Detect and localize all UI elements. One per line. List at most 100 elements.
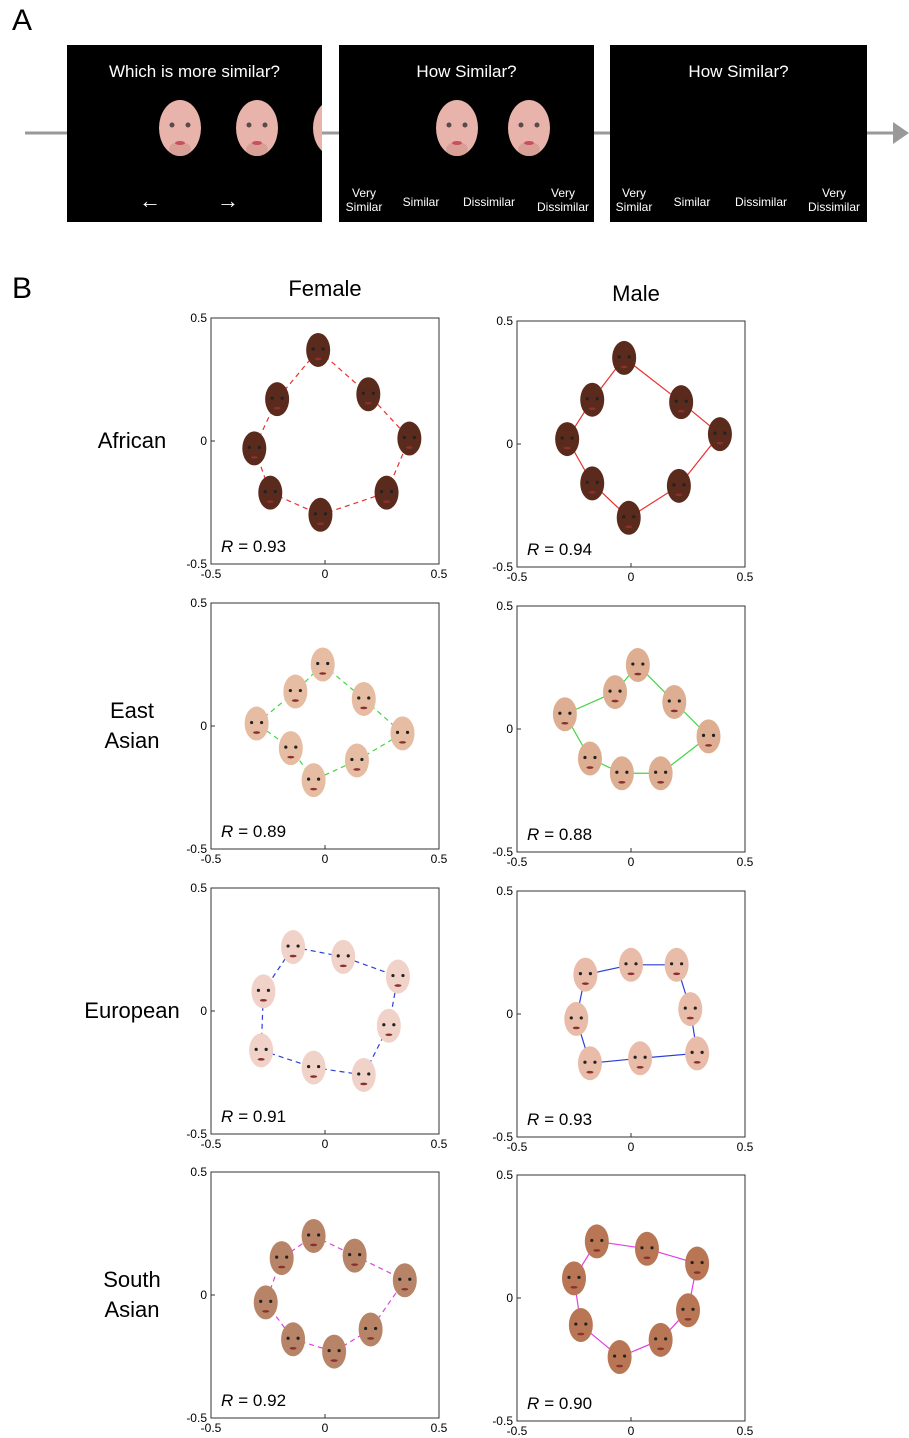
face-marker xyxy=(612,341,636,375)
face-marker xyxy=(302,1051,326,1085)
face-marker xyxy=(610,756,634,790)
face-mouth xyxy=(657,1348,664,1351)
face-marker xyxy=(245,707,269,741)
y-tick-label: 0 xyxy=(506,722,513,736)
face-eye xyxy=(593,1061,596,1064)
chart: -0.500.5-0.500.5R= 0.91 xyxy=(186,881,447,1151)
x-tick-label: -0.5 xyxy=(201,1137,222,1151)
annotation: R= 0.94 xyxy=(527,540,592,559)
face-eye xyxy=(668,699,671,702)
face-eye xyxy=(374,1327,377,1330)
face-eye xyxy=(294,746,297,749)
y-tick-label: 0.5 xyxy=(496,314,513,328)
x-tick-label: 0 xyxy=(628,1424,635,1438)
face-mouth xyxy=(634,673,641,676)
face-eye xyxy=(296,1337,299,1340)
face-eye xyxy=(299,689,302,692)
face-eye xyxy=(589,972,592,975)
face-eye xyxy=(307,1233,310,1236)
face-mouth xyxy=(340,965,347,968)
face-eye xyxy=(307,778,310,781)
y-tick-label: 0 xyxy=(506,1291,513,1305)
face-mouth xyxy=(385,1033,392,1036)
face-eye xyxy=(618,690,621,693)
face-marker xyxy=(697,719,721,753)
face-mouth xyxy=(573,1027,580,1030)
face-eye xyxy=(600,1239,603,1242)
face-marker xyxy=(391,716,415,750)
face-mouth xyxy=(406,446,413,449)
face-eye xyxy=(632,515,635,518)
face-eye xyxy=(678,699,681,702)
face-eye xyxy=(644,1056,647,1059)
face-mouth xyxy=(678,410,685,413)
face-eye xyxy=(622,515,625,518)
face-mouth xyxy=(694,1061,701,1064)
face-marker xyxy=(356,377,380,411)
face-eye xyxy=(580,1016,583,1019)
face-marker xyxy=(665,948,689,982)
x-tick-label: -0.5 xyxy=(201,1421,222,1435)
x-tick-label: -0.5 xyxy=(201,567,222,581)
face-eye xyxy=(641,662,644,665)
face-marker xyxy=(649,1323,673,1357)
face-marker xyxy=(676,1293,700,1327)
face-mouth xyxy=(260,999,267,1002)
face-eye xyxy=(372,392,375,395)
x-tick-label: 0 xyxy=(628,855,635,869)
face-eye xyxy=(624,962,627,965)
annotation-label: R xyxy=(527,825,539,844)
chart: -0.500.5-0.500.5R= 0.93 xyxy=(186,311,447,581)
y-tick-label: 0.5 xyxy=(496,884,513,898)
face-mouth xyxy=(586,766,593,769)
annotation-label: R xyxy=(221,1107,233,1126)
face-eye xyxy=(391,974,394,977)
face-mouth xyxy=(571,1286,578,1289)
face-eye xyxy=(286,1337,289,1340)
chart: -0.500.5-0.500.5R= 0.89 xyxy=(186,596,447,866)
face-mouth xyxy=(625,526,632,529)
face-mouth xyxy=(399,741,406,744)
face-marker xyxy=(359,1312,383,1346)
annotation: R= 0.91 xyxy=(221,1107,286,1126)
x-tick-label: 0 xyxy=(322,567,329,581)
face-mouth xyxy=(331,1359,338,1362)
face-marker xyxy=(281,1322,305,1356)
face-eye xyxy=(691,1261,694,1264)
face-eye xyxy=(702,734,705,737)
face-eye xyxy=(324,512,327,515)
face-eye xyxy=(570,1016,573,1019)
face-marker xyxy=(578,742,602,776)
face-mouth xyxy=(685,1318,692,1321)
face-eye xyxy=(328,1349,331,1352)
face-eye xyxy=(392,1023,395,1026)
annotation: R= 0.92 xyxy=(221,1391,286,1410)
face-eye xyxy=(681,1308,684,1311)
face-marker xyxy=(311,648,335,682)
y-tick-label: 0 xyxy=(506,437,513,451)
x-tick-label: -0.5 xyxy=(507,855,528,869)
face-mouth xyxy=(317,523,324,526)
face-marker xyxy=(564,1002,588,1036)
face-mouth xyxy=(267,500,274,503)
face-eye xyxy=(314,512,317,515)
annotation-text: = 0.90 xyxy=(544,1394,592,1413)
face-eye xyxy=(701,1051,704,1054)
face-marker xyxy=(603,675,627,709)
face-mouth xyxy=(365,402,372,405)
face-mouth xyxy=(616,1365,623,1368)
face-eye xyxy=(625,771,628,774)
face-marker xyxy=(375,476,399,510)
face-eye xyxy=(338,1349,341,1352)
face-eye xyxy=(367,696,370,699)
face-eye xyxy=(675,400,678,403)
face-marker xyxy=(386,960,410,994)
face-eye xyxy=(571,436,574,439)
face-mouth xyxy=(262,1310,269,1313)
face-eye xyxy=(358,1253,361,1256)
face-eye xyxy=(258,446,261,449)
face-eye xyxy=(267,989,270,992)
annotation: R= 0.93 xyxy=(527,1110,592,1129)
face-mouth xyxy=(589,407,596,410)
face-mouth xyxy=(687,1017,694,1020)
